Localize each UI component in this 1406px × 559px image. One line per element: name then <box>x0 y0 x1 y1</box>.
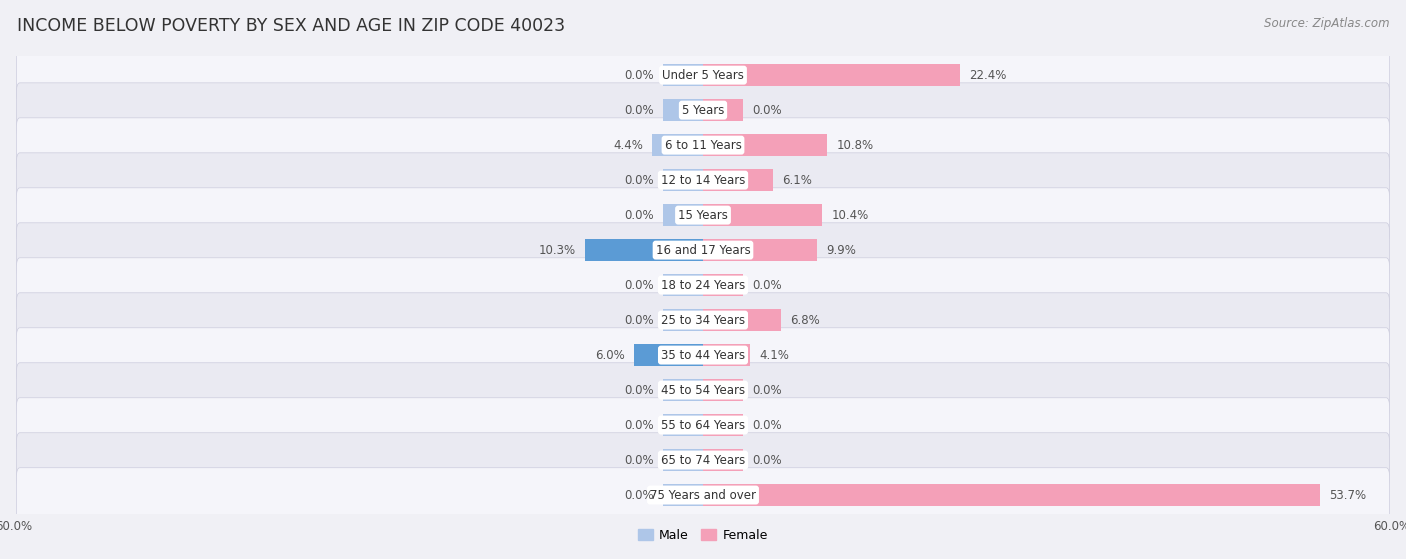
Bar <box>703 274 744 296</box>
Bar <box>662 414 703 436</box>
Bar <box>703 309 782 331</box>
Text: 0.0%: 0.0% <box>624 419 654 432</box>
Text: 0.0%: 0.0% <box>624 69 654 82</box>
Bar <box>703 484 1320 506</box>
Text: 0.0%: 0.0% <box>752 419 782 432</box>
Text: 0.0%: 0.0% <box>752 453 782 467</box>
Text: 10.4%: 10.4% <box>831 209 869 221</box>
Bar <box>703 449 744 471</box>
Text: Source: ZipAtlas.com: Source: ZipAtlas.com <box>1264 17 1389 30</box>
FancyBboxPatch shape <box>17 48 1389 102</box>
Text: 53.7%: 53.7% <box>1329 489 1365 501</box>
Text: 4.1%: 4.1% <box>759 349 789 362</box>
Text: 55 to 64 Years: 55 to 64 Years <box>661 419 745 432</box>
Bar <box>703 64 960 86</box>
Text: 6 to 11 Years: 6 to 11 Years <box>665 139 741 151</box>
Bar <box>662 484 703 506</box>
Bar <box>634 344 703 366</box>
Bar <box>703 169 773 191</box>
FancyBboxPatch shape <box>17 258 1389 312</box>
FancyBboxPatch shape <box>17 293 1389 347</box>
Text: 25 to 34 Years: 25 to 34 Years <box>661 314 745 326</box>
Text: 0.0%: 0.0% <box>624 103 654 117</box>
Text: 12 to 14 Years: 12 to 14 Years <box>661 174 745 187</box>
Bar <box>662 204 703 226</box>
Bar <box>703 204 823 226</box>
Text: 5 Years: 5 Years <box>682 103 724 117</box>
FancyBboxPatch shape <box>17 328 1389 382</box>
Text: 6.0%: 6.0% <box>595 349 624 362</box>
Text: 75 Years and over: 75 Years and over <box>650 489 756 501</box>
Text: 0.0%: 0.0% <box>752 383 782 396</box>
Text: 45 to 54 Years: 45 to 54 Years <box>661 383 745 396</box>
Bar <box>662 100 703 121</box>
Text: 16 and 17 Years: 16 and 17 Years <box>655 244 751 257</box>
FancyBboxPatch shape <box>17 83 1389 138</box>
Bar <box>703 344 749 366</box>
Text: 0.0%: 0.0% <box>752 278 782 292</box>
Bar <box>662 309 703 331</box>
Bar <box>703 414 744 436</box>
FancyBboxPatch shape <box>17 153 1389 207</box>
Text: 18 to 24 Years: 18 to 24 Years <box>661 278 745 292</box>
Text: 6.1%: 6.1% <box>782 174 813 187</box>
FancyBboxPatch shape <box>17 118 1389 172</box>
Text: 10.8%: 10.8% <box>837 139 873 151</box>
FancyBboxPatch shape <box>17 363 1389 418</box>
Bar <box>662 274 703 296</box>
FancyBboxPatch shape <box>17 398 1389 452</box>
Bar <box>703 379 744 401</box>
Bar <box>662 449 703 471</box>
Text: 0.0%: 0.0% <box>624 314 654 326</box>
Text: 22.4%: 22.4% <box>969 69 1007 82</box>
Text: 9.9%: 9.9% <box>825 244 856 257</box>
Text: 0.0%: 0.0% <box>624 489 654 501</box>
Text: 65 to 74 Years: 65 to 74 Years <box>661 453 745 467</box>
Text: 0.0%: 0.0% <box>624 174 654 187</box>
Bar <box>585 239 703 261</box>
Legend: Male, Female: Male, Female <box>633 524 773 547</box>
Text: 35 to 44 Years: 35 to 44 Years <box>661 349 745 362</box>
FancyBboxPatch shape <box>17 433 1389 487</box>
Text: 0.0%: 0.0% <box>624 278 654 292</box>
Text: 4.4%: 4.4% <box>613 139 644 151</box>
Text: 0.0%: 0.0% <box>624 209 654 221</box>
Text: Under 5 Years: Under 5 Years <box>662 69 744 82</box>
Text: 0.0%: 0.0% <box>752 103 782 117</box>
Bar <box>703 100 744 121</box>
Bar <box>662 169 703 191</box>
Bar <box>652 134 703 156</box>
Bar <box>662 379 703 401</box>
Text: 10.3%: 10.3% <box>538 244 575 257</box>
Text: INCOME BELOW POVERTY BY SEX AND AGE IN ZIP CODE 40023: INCOME BELOW POVERTY BY SEX AND AGE IN Z… <box>17 17 565 35</box>
Bar <box>703 134 827 156</box>
Text: 0.0%: 0.0% <box>624 453 654 467</box>
Text: 6.8%: 6.8% <box>790 314 820 326</box>
Bar <box>703 239 817 261</box>
Text: 15 Years: 15 Years <box>678 209 728 221</box>
Text: 0.0%: 0.0% <box>624 383 654 396</box>
FancyBboxPatch shape <box>17 223 1389 277</box>
Bar <box>662 64 703 86</box>
FancyBboxPatch shape <box>17 468 1389 522</box>
FancyBboxPatch shape <box>17 188 1389 243</box>
